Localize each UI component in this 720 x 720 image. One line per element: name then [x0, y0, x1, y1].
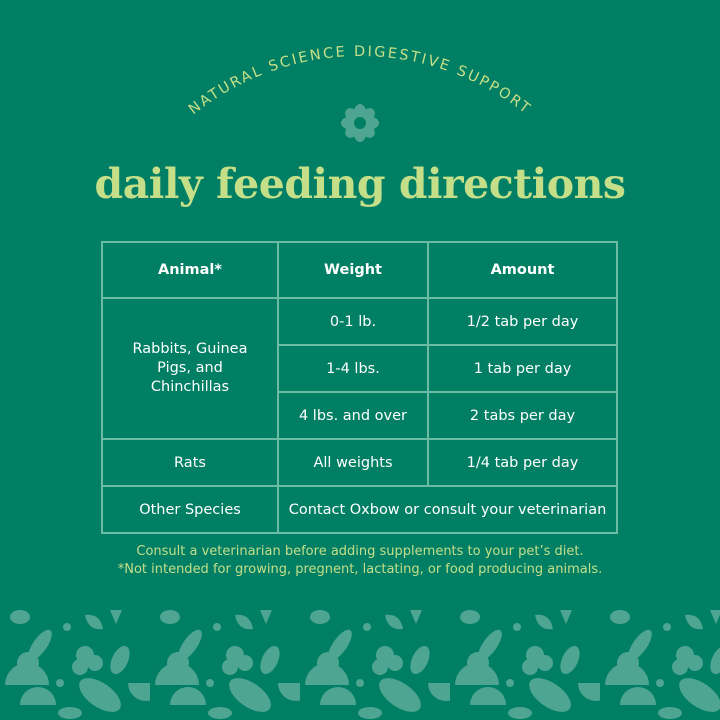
amount-cell: 2 tabs per day [427, 391, 618, 440]
animal-cell: Rats [101, 438, 279, 487]
animal-cell: Rabbits, Guinea Pigs, and Chinchillas [101, 297, 279, 440]
amount-cell: 1 tab per day [427, 344, 618, 393]
table-row: Other Species Contact Oxbow or consult y… [101, 485, 618, 534]
animal-label: Rabbits, Guinea Pigs, and Chinchillas [132, 341, 248, 395]
weight-cell: 0-1 lb. [277, 297, 429, 346]
table-row: 1-4 lbs. 1 tab per day [102, 344, 618, 393]
table-header-row: Animal* Weight Amount [101, 241, 618, 299]
amount-cell: 1/2 tab per day [427, 297, 618, 346]
pattern-fill [0, 605, 720, 720]
feeding-table: Animal* Weight Amount Rabbits, Guinea Pi… [101, 241, 618, 534]
note-cell: Contact Oxbow or consult your veterinari… [277, 485, 618, 534]
header-weight: Weight [277, 241, 429, 299]
header-amount: Amount [427, 241, 618, 299]
amount-cell: 1/4 tab per day [427, 438, 618, 487]
decorative-pattern [0, 605, 720, 720]
disclaimer: Consult a veterinarian before adding sup… [0, 543, 720, 579]
weight-cell: 4 lbs. and over [277, 391, 429, 440]
weight-cell: 1-4 lbs. [277, 344, 429, 393]
weight-cell: All weights [277, 438, 429, 487]
emblem-petal [345, 108, 360, 123]
tagline-arc: NATURAL SCIENCE DIGESTIVE SUPPORT [186, 44, 532, 142]
animal-cell: Other Species [101, 485, 279, 534]
disclaimer-line: *Not intended for growing, pregnent, lac… [117, 562, 603, 577]
table-row: Rabbits, Guinea Pigs, and Chinchillas 0-… [101, 297, 618, 440]
page-title: daily feeding directions [94, 160, 626, 208]
disclaimer-line: Consult a veterinarian before adding sup… [136, 544, 584, 559]
flower-emblem-icon [341, 104, 379, 142]
header-animal: Animal* [101, 241, 279, 299]
table-row: 4 lbs. and over 2 tabs per day [102, 391, 618, 440]
table-row: Rats All weights 1/4 tab per day [101, 438, 618, 487]
